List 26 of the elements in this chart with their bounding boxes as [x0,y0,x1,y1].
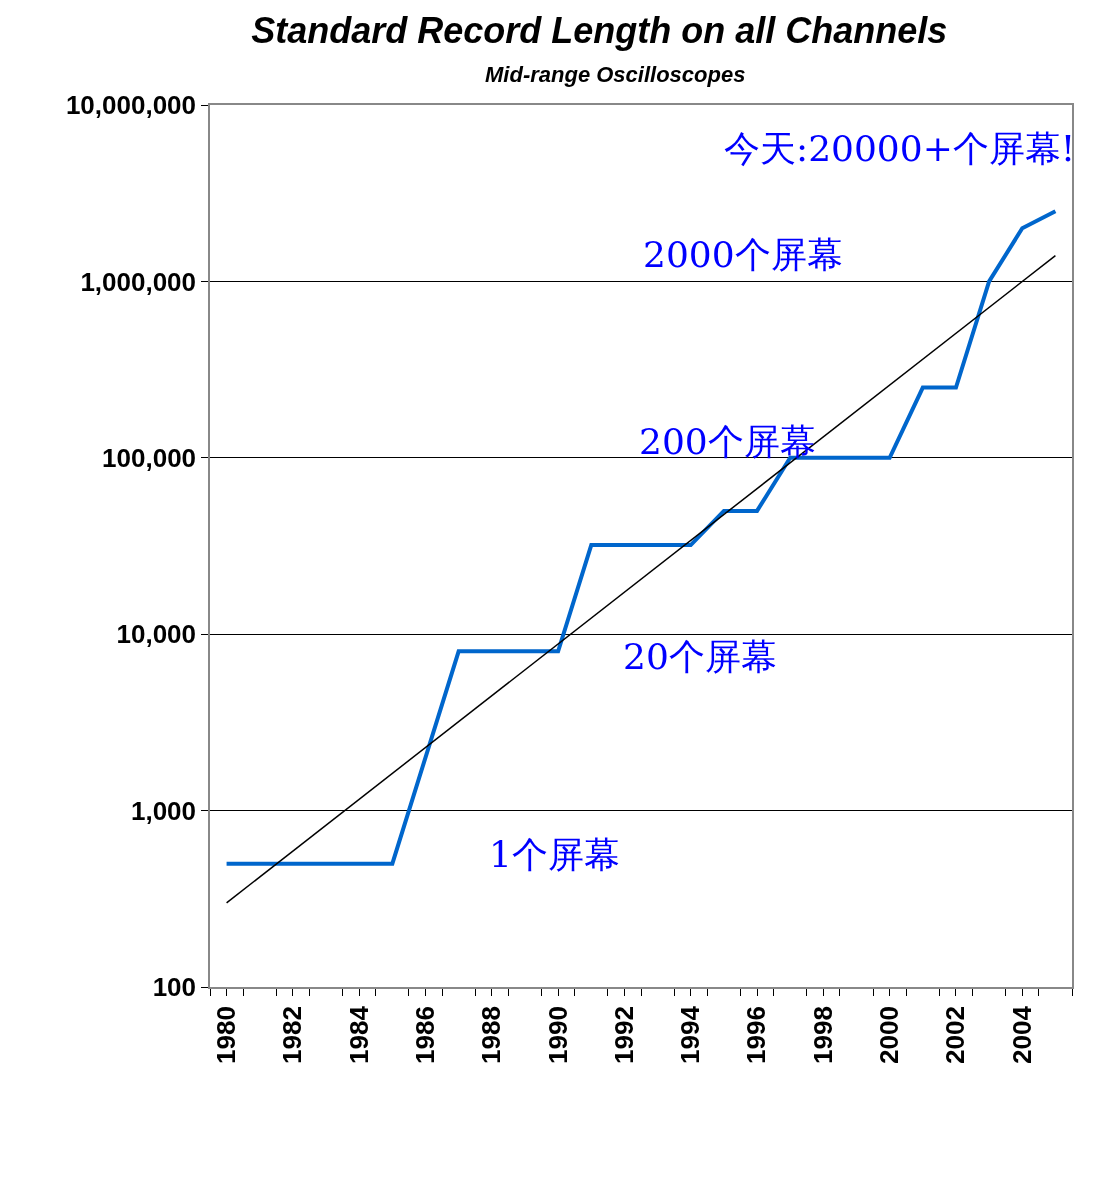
x-tick-label: 1992 [608,1006,639,1064]
x-tick-label: 1994 [675,1005,706,1064]
x-tick-label: 1984 [343,1005,374,1064]
chart-subtitle: Mid-range Oscilloscopes [485,62,746,87]
y-tick-label: 100 [152,972,197,1003]
x-tick-label: 2004 [1006,1005,1037,1064]
y-tick-label: 10,000,000 [65,90,197,121]
x-tick-label: 1982 [277,1006,308,1064]
y-tick-label: 10,000 [116,619,197,650]
annotation: 200个屏幕 [639,421,816,462]
x-tick-label: 2000 [874,1006,905,1064]
x-tick-label: 1998 [807,1006,838,1064]
y-tick-label: 1,000,000 [80,266,197,297]
annotation: 1个屏幕 [489,834,620,875]
annotation: 20个屏幕 [623,636,777,677]
x-tick-label: 1980 [211,1006,242,1064]
x-tick-label: 1996 [741,1006,772,1064]
x-tick-label: 1986 [409,1006,440,1064]
y-tick-label: 1,000 [130,795,197,826]
x-tick-label: 1990 [542,1006,573,1064]
y-tick-label: 100,000 [102,442,197,473]
x-tick-label: 1988 [476,1006,507,1064]
annotation: 2000个屏幕 [643,234,843,275]
annotation: 今天:20000+个屏幕! [724,128,1076,169]
chart-title: Standard Record Length on all Channels [251,9,948,51]
x-tick-label: 2002 [940,1006,971,1064]
